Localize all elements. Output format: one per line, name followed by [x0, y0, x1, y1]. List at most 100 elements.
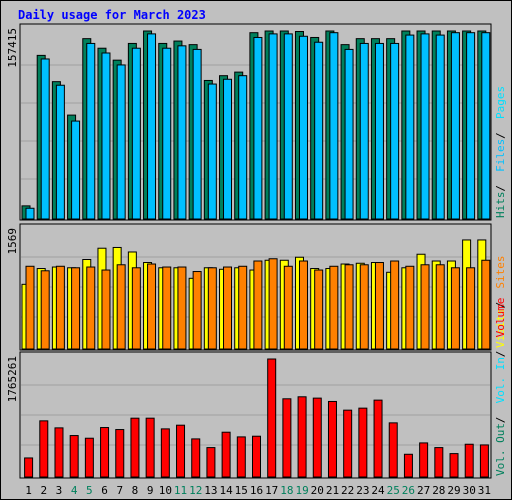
middle-bar-sites-day-26 — [405, 265, 415, 350]
bottom-legend-vol-out: Vol. Out — [494, 423, 507, 476]
bottom-bar-volume-day-6 — [100, 427, 110, 478]
day-label-26: 26 — [402, 484, 415, 497]
bottom-bar-volume-day-15 — [236, 436, 246, 478]
day-label-30: 30 — [463, 484, 476, 497]
bottom-bar-volume-day-5 — [84, 437, 94, 478]
top-bar-files-day-30 — [466, 32, 476, 220]
top-bar-files-day-21 — [329, 32, 339, 220]
middle-bar-sites-day-22 — [344, 264, 354, 350]
middle-bar-sites-day-28 — [435, 264, 445, 350]
day-label-28: 28 — [432, 484, 445, 497]
bottom-bar-volume-day-16 — [252, 435, 261, 478]
bottom-bar-volume-day-20 — [312, 397, 322, 478]
top-ymax-label: 157415 — [6, 28, 19, 68]
top-bar-files-day-17 — [268, 33, 278, 220]
day-label-17: 17 — [265, 484, 278, 497]
middle-bar-sites-day-3 — [55, 265, 65, 350]
top-bar-files-day-13 — [207, 83, 217, 220]
top-bar-files-day-14 — [223, 78, 233, 220]
middle-legend-sites: Sites — [494, 255, 507, 288]
day-label-7: 7 — [116, 484, 123, 497]
middle-bar-sites-day-19 — [298, 260, 308, 350]
middle-bar-sites-day-16 — [253, 260, 263, 350]
middle-bar-sites-day-31 — [481, 259, 491, 350]
day-label-31: 31 — [478, 484, 491, 497]
bottom-bar-volume-day-26 — [403, 453, 413, 478]
bottom-bar-volume-day-30 — [464, 443, 474, 478]
top-bar-files-day-26 — [405, 34, 415, 220]
middle-bar-sites-day-21 — [329, 265, 339, 350]
middle-bar-sites-day-2 — [40, 270, 50, 350]
top-legend-pages: Pages — [494, 86, 507, 119]
day-label-4: 4 — [71, 484, 78, 497]
bottom-bar-volume-day-19 — [297, 396, 307, 478]
top-bar-files-day-7 — [116, 64, 126, 220]
bottom-bar-volume-day-8 — [130, 417, 140, 478]
bottom-ymax-label: 1765261 — [6, 356, 19, 402]
day-label-9: 9 — [147, 484, 154, 497]
top-bar-files-day-20 — [314, 41, 324, 220]
day-label-15: 15 — [235, 484, 248, 497]
bottom-bar-volume-day-22 — [343, 409, 353, 478]
middle-bar-sites-day-12 — [192, 271, 202, 350]
day-label-16: 16 — [250, 484, 263, 497]
bottom-bar-volume-day-7 — [115, 429, 125, 478]
bottom-bar-volume-day-2 — [39, 420, 49, 478]
middle-bar-sites-day-23 — [359, 264, 369, 350]
day-label-27: 27 — [417, 484, 430, 497]
middle-bar-sites-day-30 — [466, 267, 476, 350]
bottom-bar-volume-day-12 — [191, 438, 201, 478]
top-bar-files-day-19 — [298, 35, 308, 220]
top-bar-files-day-11 — [177, 45, 187, 220]
top-legend-hits: Hits — [494, 192, 507, 219]
top-bar-files-day-16 — [253, 36, 263, 220]
bottom-bar-volume-day-25 — [388, 422, 398, 478]
day-label-12: 12 — [189, 484, 202, 497]
bottom-bar-volume-day-13 — [206, 447, 216, 478]
bottom-legend-volume: Volume — [494, 298, 507, 338]
middle-bar-sites-day-24 — [374, 262, 384, 350]
day-label-11: 11 — [174, 484, 187, 497]
day-label-14: 14 — [219, 484, 233, 497]
top-bar-files-day-22 — [344, 48, 354, 220]
middle-ymax-label: 1569 — [6, 228, 19, 255]
day-label-25: 25 — [387, 484, 400, 497]
top-bar-files-day-23 — [359, 42, 369, 220]
bottom-legend-separator: / — [494, 351, 507, 358]
day-label-2: 2 — [40, 484, 47, 497]
middle-bar-sites-day-17 — [268, 258, 278, 350]
middle-bar-sites-day-11 — [177, 266, 187, 350]
bottom-bar-volume-day-9 — [145, 417, 155, 478]
top-bar-files-day-25 — [390, 42, 400, 220]
top-legend-separator: / — [494, 132, 507, 139]
day-label-18: 18 — [280, 484, 293, 497]
middle-bar-sites-day-5 — [86, 266, 96, 350]
top-bar-files-day-12 — [192, 48, 202, 220]
bottom-bar-volume-day-17 — [267, 358, 277, 478]
top-bar-files-day-2 — [40, 58, 50, 220]
top-bar-files-day-4 — [71, 120, 81, 220]
bottom-bar-volume-day-21 — [327, 400, 337, 478]
top-bar-files-day-6 — [101, 52, 111, 220]
top-bar-files-day-1 — [25, 207, 35, 220]
bottom-bar-volume-day-14 — [221, 431, 231, 478]
middle-bar-sites-day-9 — [147, 263, 157, 350]
middle-bar-sites-day-6 — [101, 269, 111, 350]
day-label-10: 10 — [159, 484, 172, 497]
middle-bar-sites-day-25 — [390, 260, 400, 350]
bottom-bar-volume-day-11 — [176, 424, 186, 478]
middle-legend-separator: / — [494, 302, 507, 309]
bottom-legend-separator: / — [494, 417, 507, 424]
day-label-22: 22 — [341, 484, 354, 497]
bottom-bar-volume-day-23 — [358, 407, 368, 478]
day-label-29: 29 — [447, 484, 460, 497]
day-label-19: 19 — [295, 484, 308, 497]
bottom-legend: Vol. Out / Vol. In / Volume — [494, 298, 507, 476]
middle-bar-sites-day-7 — [116, 264, 126, 350]
bottom-bar-volume-day-18 — [282, 398, 292, 478]
bottom-bar-volume-day-29 — [449, 453, 459, 478]
middle-bar-sites-day-10 — [162, 266, 172, 350]
top-bar-files-day-29 — [450, 32, 460, 220]
day-label-5: 5 — [86, 484, 93, 497]
day-label-20: 20 — [311, 484, 324, 497]
